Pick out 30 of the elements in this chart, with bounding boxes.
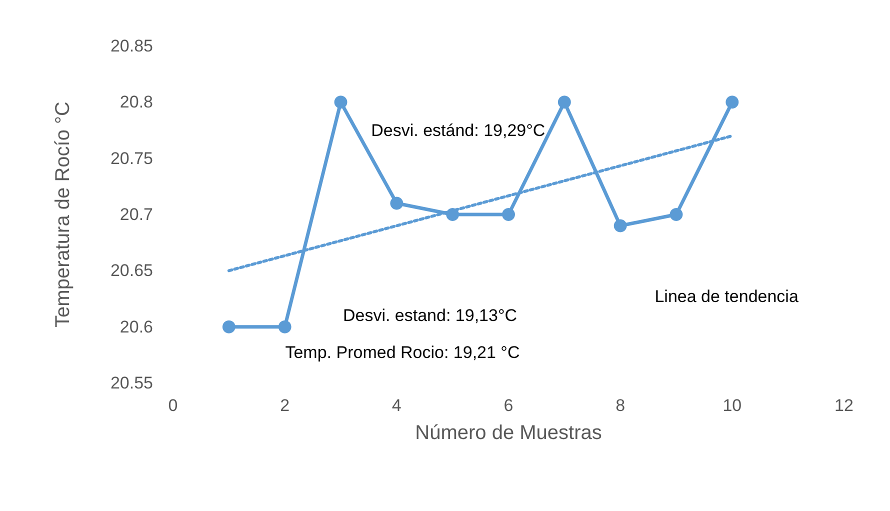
point bbox=[334, 96, 348, 109]
y-tick-label: 20.65 bbox=[110, 261, 153, 280]
y-tick-label: 20.85 bbox=[110, 36, 153, 56]
annotation: Temp. Promed Rocio: 19,21 °C bbox=[285, 343, 520, 362]
point bbox=[502, 208, 515, 221]
point bbox=[726, 96, 739, 109]
y-tick-label: 20.7 bbox=[120, 205, 153, 224]
point bbox=[390, 196, 404, 210]
x-tick-label: 10 bbox=[722, 396, 742, 415]
annotation: Linea de tendencia bbox=[654, 286, 799, 306]
x-axis-title: Número de Muestras bbox=[415, 422, 602, 444]
x-tick-label: 0 bbox=[168, 396, 178, 415]
point bbox=[278, 320, 292, 334]
y-tick-label: 20.75 bbox=[110, 148, 153, 168]
x-tick-label: 2 bbox=[280, 396, 290, 415]
x-tick-label: 4 bbox=[392, 396, 402, 415]
point bbox=[222, 320, 236, 334]
y-axis-title: Temperatura de Rocío °C bbox=[52, 102, 74, 328]
x-tick-label: 6 bbox=[504, 396, 514, 415]
point bbox=[446, 208, 460, 221]
x-tick-label: 12 bbox=[834, 396, 854, 415]
point bbox=[558, 96, 571, 109]
point bbox=[670, 208, 683, 221]
y-tick-label: 20.6 bbox=[120, 317, 153, 336]
y-tick-label: 20.55 bbox=[110, 374, 153, 392]
annotation: Desvi. estánd: 19,29°C bbox=[371, 120, 546, 140]
x-tick-label: 8 bbox=[616, 396, 626, 415]
y-tick-label: 20.8 bbox=[120, 92, 153, 112]
annotation: Desvi. estand: 19,13°C bbox=[342, 306, 518, 326]
point bbox=[614, 219, 627, 232]
